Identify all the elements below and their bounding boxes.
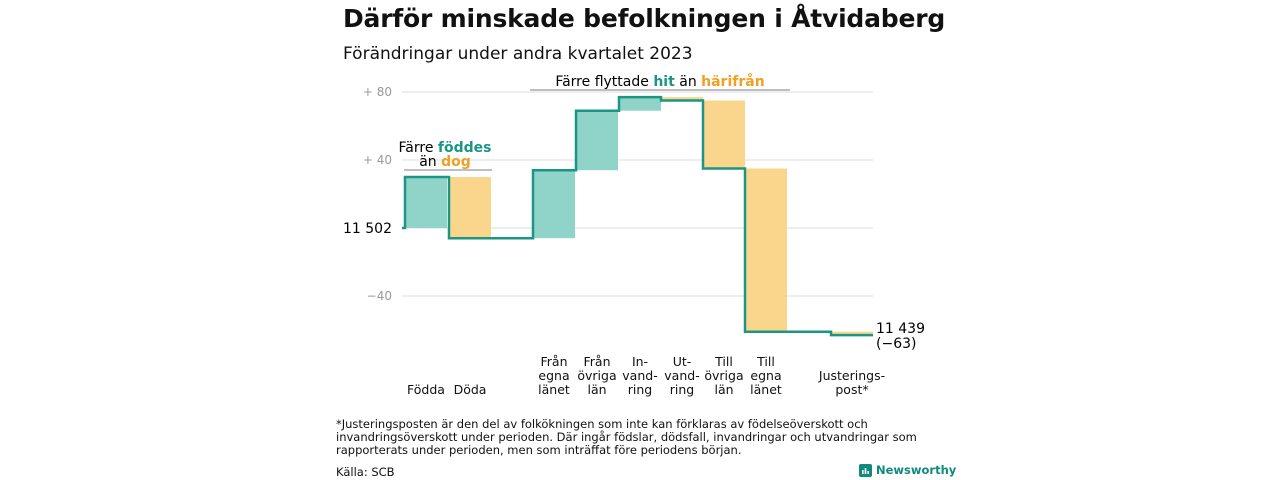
category-label-8: Justerings-post* — [818, 368, 885, 397]
category-label-5: Ut-vand-ring — [664, 354, 699, 397]
category-label-6: Till övriga län — [704, 354, 743, 397]
category-label-0: Födda — [407, 382, 445, 397]
waterfall-bar-1 — [449, 177, 491, 239]
category-label-7: Till egna länet — [750, 354, 782, 397]
brand-name: Newsworthy — [876, 463, 957, 477]
category-label-3: Från övriga län — [577, 354, 616, 397]
footnote: *Justeringsposten är den del av folkökni… — [336, 417, 917, 457]
newsworthy-icon — [859, 463, 872, 477]
waterfall-bar-3 — [576, 110, 618, 171]
waterfall-bar-8 — [831, 331, 873, 336]
waterfall-bar-5 — [661, 97, 703, 101]
waterfall-bar-4 — [619, 97, 661, 111]
start-value-label: 11 502 — [343, 221, 392, 237]
end-change-label: (−63) — [876, 336, 916, 352]
page-subtitle: Förändringar under andra kvartalet 2023 — [343, 44, 693, 64]
y-tick-label-0: + 80 — [363, 85, 392, 99]
cumulative-step-line — [402, 95, 873, 337]
waterfall-bar-6 — [703, 100, 745, 169]
waterfall-bar-7 — [745, 168, 787, 332]
waterfall-bar-2 — [533, 170, 575, 239]
waterfall-bar-0 — [405, 177, 447, 228]
category-label-2: Från egna länet — [538, 354, 570, 397]
page-title: Därför minskade befolkningen i Åtvidaber… — [343, 4, 946, 33]
source-label: Källa: SCB — [336, 465, 395, 479]
death-annotation: än dog — [419, 154, 471, 170]
brand-logo: Newsworthy — [859, 463, 956, 477]
y-tick-label-1: + 40 — [363, 153, 392, 167]
migration-annotation: Färre flyttade hit än härifrån — [555, 73, 764, 90]
y-tick-label-3: −40 — [367, 289, 392, 303]
category-label-1: Döda — [454, 382, 487, 397]
category-label-4: In-vand-ring — [622, 354, 657, 397]
birth-annotation: Färre föddes — [399, 140, 492, 156]
end-value-label: 11 439 — [876, 321, 925, 337]
